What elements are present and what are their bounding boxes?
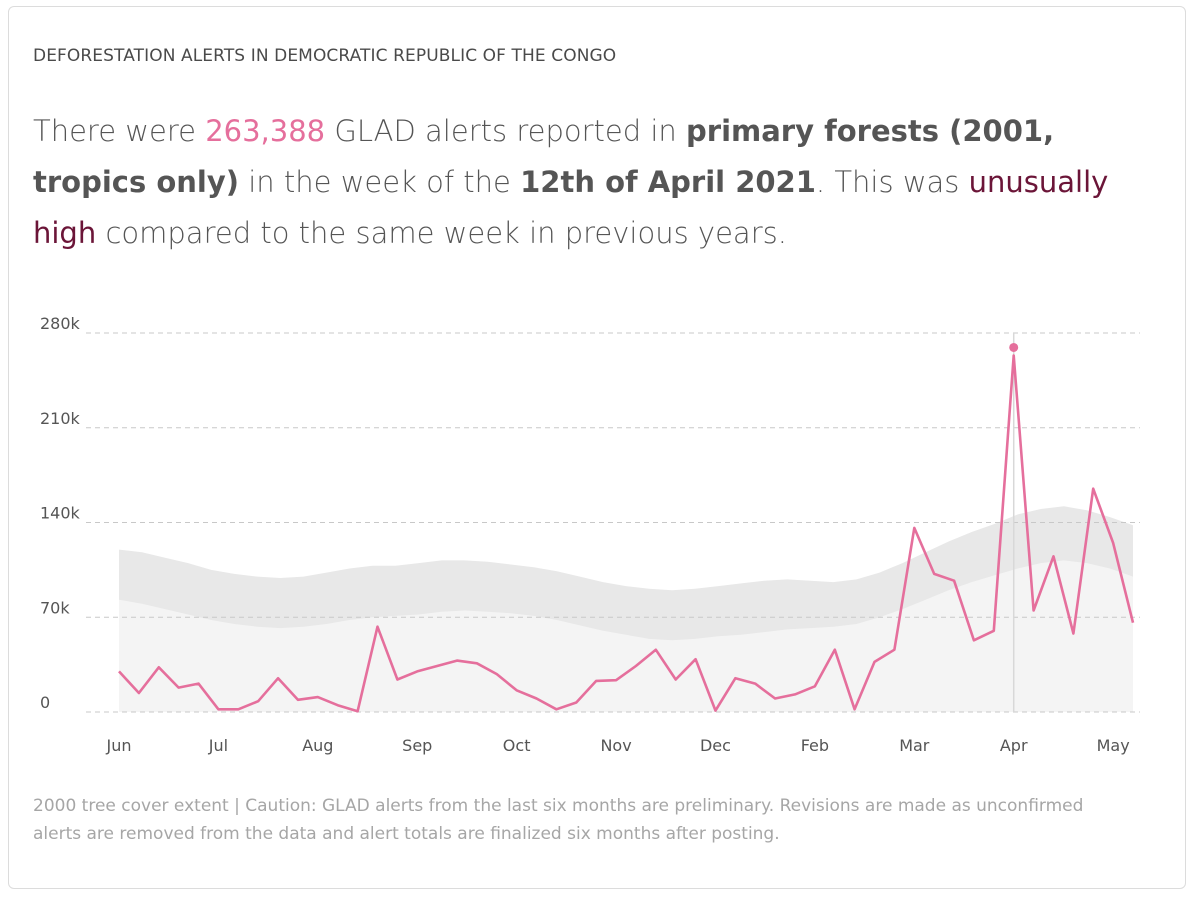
x-tick-label: Apr bbox=[1000, 736, 1028, 755]
y-tick-label: 140k bbox=[40, 504, 81, 523]
y-tick-label: 0 bbox=[40, 693, 50, 712]
alerts-line bbox=[118, 354, 1135, 713]
y-tick-label: 280k bbox=[40, 314, 81, 333]
sentence-part: compared to the same week in previous ye… bbox=[96, 216, 787, 250]
sentence-part: GLAD alerts reported in bbox=[325, 114, 687, 148]
sentence-part: in the week of the bbox=[239, 165, 521, 199]
line-layer bbox=[118, 333, 1135, 713]
alert-week: 12th of April 2021 bbox=[520, 165, 816, 199]
y-tick-label: 210k bbox=[40, 409, 81, 428]
y-tick-label: 70k bbox=[40, 598, 70, 617]
x-tick-label: Aug bbox=[302, 736, 333, 755]
footnote: 2000 tree cover extent | Caution: GLAD a… bbox=[33, 796, 1084, 844]
sentence-part: There were bbox=[33, 114, 206, 148]
x-tick-label: Oct bbox=[503, 736, 531, 755]
widget-heading: DEFORESTATION ALERTS IN DEMOCRATIC REPUB… bbox=[33, 46, 617, 66]
alert-status: unusually high bbox=[33, 165, 1109, 250]
highlight-dot[interactable] bbox=[1009, 342, 1019, 352]
x-tick-label: Dec bbox=[700, 736, 731, 755]
widget-sentence: There were 263,388 GLAD alerts reported … bbox=[33, 106, 1143, 259]
bands-layer bbox=[119, 506, 1133, 712]
sentence-part: . This was bbox=[815, 165, 969, 199]
grid-layer: 0 70k 140k 210k 280k bbox=[40, 314, 1140, 713]
widget-card bbox=[8, 6, 1186, 889]
x-axis: Jun Jul Aug Sep Oct Nov Dec Feb Mar Apr May bbox=[106, 736, 1130, 755]
forest-type[interactable]: primary forests (2001, tropics only) bbox=[33, 114, 1055, 199]
x-tick-label: Jul bbox=[208, 736, 228, 755]
x-tick-label: Jun bbox=[106, 736, 132, 755]
inner-band bbox=[119, 560, 1133, 712]
x-tick-label: Mar bbox=[899, 736, 930, 755]
x-tick-label: May bbox=[1097, 736, 1130, 755]
x-tick-label: Sep bbox=[402, 736, 432, 755]
alert-count: 263,388 bbox=[205, 114, 326, 148]
x-tick-label: Feb bbox=[801, 736, 829, 755]
x-tick-label: Nov bbox=[600, 736, 631, 755]
